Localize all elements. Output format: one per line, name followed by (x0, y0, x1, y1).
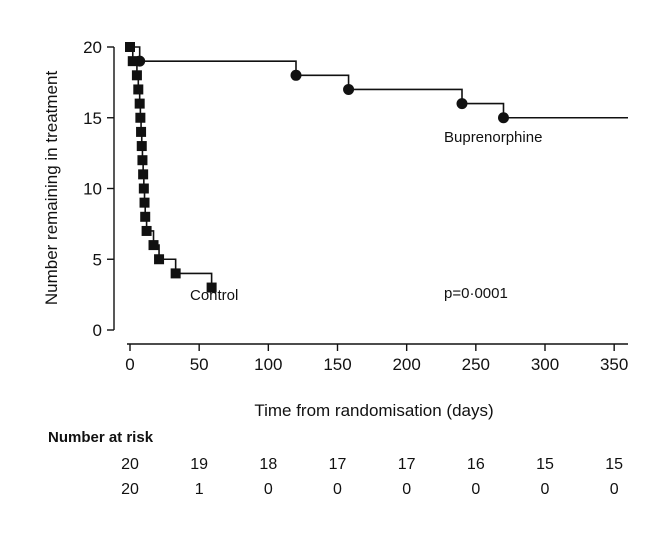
data-point-control (127, 56, 138, 67)
data-point-buprenorphine (456, 98, 468, 110)
y-ticks: 0 5 10 15 20 (83, 38, 114, 340)
x-tick-label: 350 (600, 355, 628, 374)
y-tick-label: 10 (83, 180, 102, 199)
x-tick-label: 150 (323, 355, 351, 374)
y-tick-label: 20 (83, 38, 102, 57)
risk-table-cell: 18 (259, 456, 277, 473)
risk-table-cell: 19 (190, 456, 208, 473)
risk-table-cell: 0 (402, 481, 411, 498)
risk-table-title: Number at risk (48, 429, 154, 446)
data-point-control (138, 169, 149, 180)
series-line-control (130, 46, 213, 288)
data-point-buprenorphine (343, 83, 355, 95)
x-tick-label: 100 (254, 355, 282, 374)
risk-table-cell: 20 (121, 481, 139, 498)
x-axis-label: Time from randomisation (days) (254, 401, 493, 420)
risk-table-cell: 17 (398, 456, 416, 473)
risk-table-cell: 16 (467, 456, 485, 473)
p-value-annotation: p=0·0001 (444, 285, 508, 302)
data-point-control (141, 225, 152, 236)
x-tick-label: 200 (392, 355, 420, 374)
data-point-control (154, 254, 165, 265)
y-tick-label: 0 (93, 321, 102, 340)
risk-table-cell: 17 (329, 456, 347, 473)
risk-table-cell: 0 (333, 481, 342, 498)
x-ticks: 0 50 100 150 200 250 300 350 (125, 344, 628, 374)
x-tick-label: 250 (462, 355, 490, 374)
y-tick-label: 15 (83, 109, 102, 128)
data-point-control (206, 282, 217, 293)
risk-table-cell: 1 (195, 481, 204, 498)
data-point-control (134, 98, 145, 109)
risk-table-cell: 0 (610, 481, 619, 498)
risk-table-cell: 0 (264, 481, 273, 498)
series-label-control: Control (190, 287, 238, 304)
data-point-control (139, 197, 150, 208)
data-point-control (135, 112, 146, 123)
data-point-control (136, 141, 147, 152)
data-point-buprenorphine (290, 69, 302, 81)
data-point-control (148, 240, 159, 251)
series-lines (130, 46, 628, 288)
x-tick-label: 300 (531, 355, 559, 374)
data-point-control (136, 126, 147, 137)
risk-table-cell: 15 (605, 456, 623, 473)
risk-table-cell: 0 (541, 481, 550, 498)
data-point-control (131, 70, 142, 81)
data-point-control (125, 42, 135, 52)
risk-table-cell: 15 (536, 456, 554, 473)
data-point-control (140, 211, 151, 222)
series-label-buprenorphine: Buprenorphine (444, 129, 542, 146)
data-point-control (137, 155, 148, 166)
data-point-control (133, 84, 144, 95)
data-point-buprenorphine (498, 112, 509, 124)
y-axis-label: Number remaining in treatment (42, 71, 61, 306)
x-tick-label: 50 (190, 355, 209, 374)
data-point-control (170, 268, 181, 279)
risk-table-cell: 0 (471, 481, 480, 498)
x-tick-label: 0 (125, 355, 134, 374)
series-markers (125, 42, 509, 293)
risk-table-cell: 20 (121, 456, 139, 473)
series-line-buprenorphine (130, 46, 628, 119)
data-point-control (138, 183, 149, 194)
y-tick-label: 5 (93, 250, 102, 269)
